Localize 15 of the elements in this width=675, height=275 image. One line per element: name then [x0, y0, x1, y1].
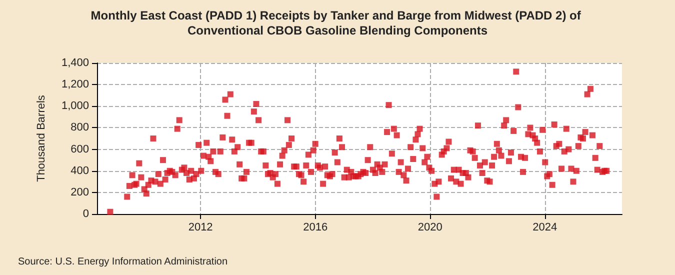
y-tick-label: 800	[70, 122, 89, 134]
x-tick-label: 2020	[418, 222, 442, 234]
x-tick-label: 2012	[188, 222, 213, 234]
y-tick-label: 1,000	[61, 100, 89, 112]
source-note: Source: U.S. Energy Information Administration	[18, 256, 228, 268]
chart-title: Monthly East Coast (PADD 1) Receipts by Tanker and Barge from Midwest (PADD 2) of Conventional CBOB Gasoline Blending Components	[90, 8, 584, 38]
y-tick-label: 1,200	[61, 78, 89, 91]
y-tick-label: 400	[70, 164, 89, 177]
x-tick-label: 2016	[303, 222, 328, 234]
y-axis-title: Thousand Barrels	[36, 94, 48, 182]
y-tick-label: 1,400	[61, 57, 89, 69]
y-tick-label: 600	[70, 143, 89, 156]
y-tick-label: 0	[82, 208, 89, 220]
x-tick-label: 2024	[532, 222, 558, 234]
y-tick-label: 200	[70, 186, 89, 198]
